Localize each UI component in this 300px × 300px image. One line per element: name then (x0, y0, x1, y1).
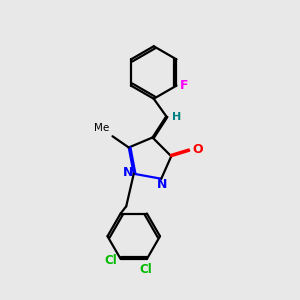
Text: Me: Me (94, 123, 110, 133)
Text: O: O (192, 143, 203, 156)
Text: N: N (157, 178, 168, 191)
Text: F: F (179, 79, 188, 92)
Text: N: N (123, 166, 134, 179)
Text: Cl: Cl (139, 263, 152, 277)
Text: H: H (172, 112, 181, 122)
Text: Cl: Cl (104, 254, 117, 267)
